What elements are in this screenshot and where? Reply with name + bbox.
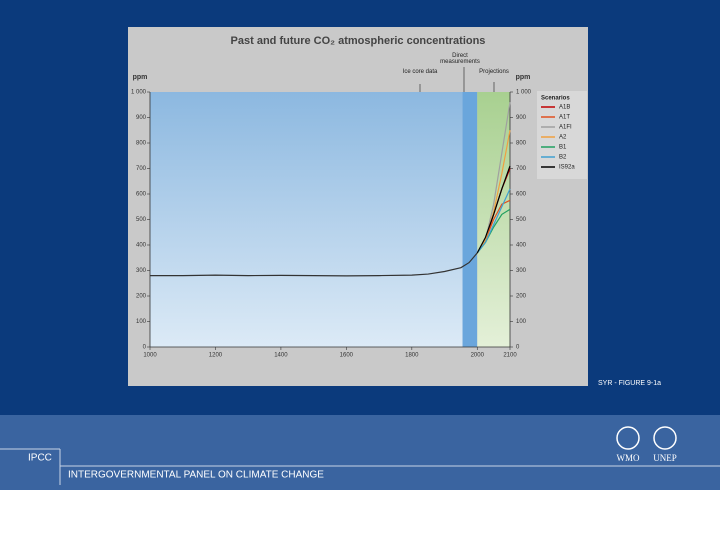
x-tick-label: 1400 [274, 353, 288, 359]
annotation: Projections [479, 69, 509, 75]
y2-axis-label: ppm [516, 74, 531, 81]
period-band [462, 92, 478, 347]
y2-tick-label: 100 [516, 319, 527, 325]
y-tick-label: 300 [136, 268, 147, 274]
x-tick-label: 2000 [471, 353, 485, 359]
legend-title: Scenarios [541, 96, 570, 102]
y-tick-label: 200 [136, 294, 147, 300]
y-tick-label: 100 [136, 319, 147, 325]
legend-label: IS92a [559, 165, 575, 171]
legend-label: A1FI [559, 125, 572, 131]
y2-tick-label: 400 [516, 243, 527, 249]
y2-tick-label: 500 [516, 217, 527, 223]
series-line [476, 188, 511, 254]
y2-tick-label: 600 [516, 192, 527, 198]
legend-label: A1T [559, 115, 570, 121]
y2-tick-label: 200 [516, 294, 527, 300]
footer-acronym: IPCC [28, 453, 52, 464]
y-axis-label: ppm [133, 74, 148, 81]
y-tick-label: 600 [136, 192, 147, 198]
y-tick-label: 800 [136, 141, 147, 147]
legend-label: B2 [559, 155, 567, 161]
x-tick-label: 2100 [503, 353, 517, 359]
chart-title: Past and future CO₂ atmospheric concentr… [231, 35, 486, 47]
y-tick-label: 700 [136, 166, 147, 172]
y2-tick-label: 700 [516, 166, 527, 172]
y2-tick-label: 900 [516, 115, 527, 121]
x-tick-label: 1600 [340, 353, 354, 359]
legend-box [537, 91, 587, 179]
logo-caption: WMO [617, 453, 640, 463]
legend-label: A1B [559, 105, 570, 111]
x-tick-label: 1000 [143, 353, 157, 359]
wmo-logo [616, 426, 640, 450]
logo-caption: UNEP [653, 453, 677, 463]
y-tick-label: 900 [136, 115, 147, 121]
annotation: Ice core data [402, 69, 438, 75]
y2-tick-label: 800 [516, 141, 527, 147]
unep-logo [653, 426, 677, 450]
x-tick-label: 1200 [209, 353, 223, 359]
period-band [150, 92, 463, 347]
x-tick-label: 1800 [405, 353, 419, 359]
y2-tick-label: 300 [516, 268, 527, 274]
y-tick-label: 0 [143, 345, 147, 351]
y-tick-label: 400 [136, 243, 147, 249]
legend-label: A2 [559, 135, 567, 141]
y2-tick-label: 1 000 [516, 90, 532, 96]
series-line [476, 165, 511, 254]
y-tick-label: 500 [136, 217, 147, 223]
series-line [150, 252, 478, 277]
series-line [476, 130, 511, 254]
footer-band [0, 415, 720, 490]
footer-name: INTERGOVERNMENTAL PANEL ON CLIMATE CHANG… [68, 470, 324, 481]
figure-label: SYR - FIGURE 9-1a [598, 380, 661, 387]
y-tick-label: 1 000 [131, 90, 147, 96]
legend-label: B1 [559, 145, 567, 151]
y2-tick-label: 0 [516, 345, 520, 351]
annotation: Direct measurements [440, 53, 480, 65]
